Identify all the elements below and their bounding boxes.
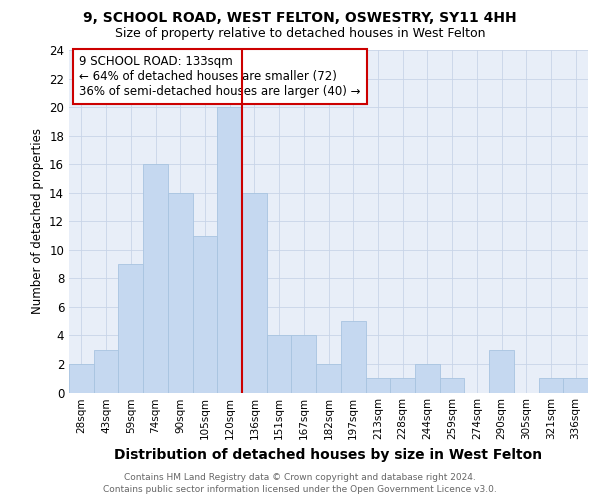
Bar [341,321,365,392]
Bar [292,336,316,392]
Bar [168,192,193,392]
Bar [365,378,390,392]
Bar [267,336,292,392]
Bar [563,378,588,392]
X-axis label: Distribution of detached houses by size in West Felton: Distribution of detached houses by size … [115,448,542,462]
Bar [539,378,563,392]
Bar [316,364,341,392]
Text: 9, SCHOOL ROAD, WEST FELTON, OSWESTRY, SY11 4HH: 9, SCHOOL ROAD, WEST FELTON, OSWESTRY, S… [83,11,517,25]
Bar [242,192,267,392]
Text: Size of property relative to detached houses in West Felton: Size of property relative to detached ho… [115,28,485,40]
Bar [118,264,143,392]
Bar [94,350,118,393]
Bar [390,378,415,392]
Bar [143,164,168,392]
Y-axis label: Number of detached properties: Number of detached properties [31,128,44,314]
Bar [489,350,514,393]
Text: 9 SCHOOL ROAD: 133sqm
← 64% of detached houses are smaller (72)
36% of semi-deta: 9 SCHOOL ROAD: 133sqm ← 64% of detached … [79,55,361,98]
Bar [217,107,242,393]
Text: Contains HM Land Registry data © Crown copyright and database right 2024.
Contai: Contains HM Land Registry data © Crown c… [103,473,497,494]
Bar [440,378,464,392]
Bar [69,364,94,392]
Bar [415,364,440,392]
Bar [193,236,217,392]
